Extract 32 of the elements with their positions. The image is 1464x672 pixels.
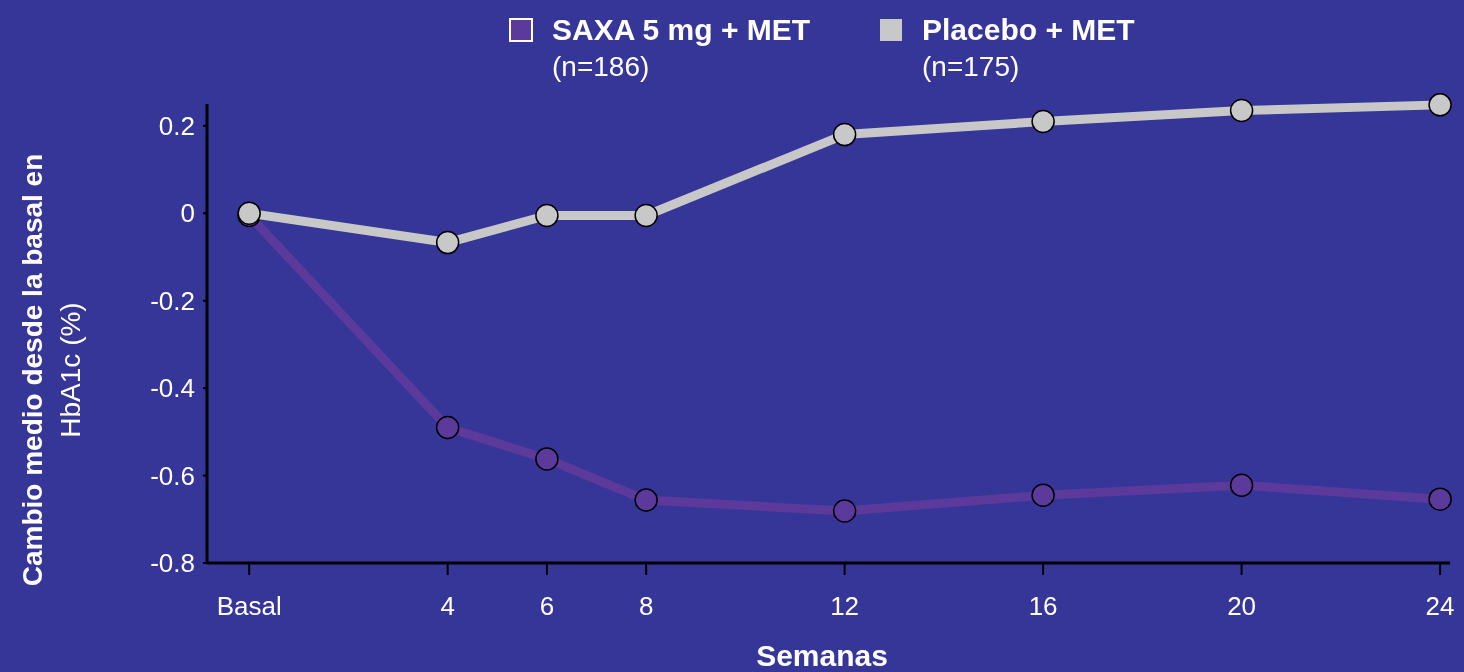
y-tick-label: -0.8 (150, 548, 195, 578)
legend-label: SAXA 5 mg + MET (n=186) (552, 13, 811, 82)
x-tick-label: 6 (539, 591, 555, 621)
x-tick-label: 16 (1028, 591, 1058, 621)
y-tick-label: -0.2 (150, 285, 195, 316)
point (634, 203, 658, 228)
x-tick-label: 24 (1425, 591, 1455, 621)
y-tick-label: 0 (180, 198, 195, 229)
x-tick-label: 20 (1227, 591, 1257, 621)
point (535, 447, 559, 471)
point (1428, 487, 1452, 511)
point (1229, 98, 1254, 123)
point (1031, 483, 1055, 507)
y-axis-title: Cambio medio desde la basal en HbA1c (%) (17, 153, 86, 587)
y-tick-label: -0.6 (150, 460, 195, 491)
x-tick-label: Basal (216, 591, 282, 621)
y-tick-label: 0.2 (158, 110, 195, 141)
point (535, 203, 559, 228)
x-tick-label: 12 (830, 591, 860, 621)
x-tick-label: 4 (440, 591, 455, 621)
point (634, 488, 658, 512)
x-axis-title: Semanas (756, 639, 888, 672)
point (435, 230, 460, 255)
point (1031, 109, 1055, 134)
legend-label: Placebo + MET (n=175) (922, 13, 1135, 82)
point (435, 415, 460, 440)
point (1428, 93, 1452, 117)
x-tick-label: 8 (638, 591, 654, 621)
y-tick-label: -0.4 (150, 373, 195, 404)
point (832, 122, 857, 147)
point (1229, 473, 1254, 497)
point (832, 499, 857, 523)
